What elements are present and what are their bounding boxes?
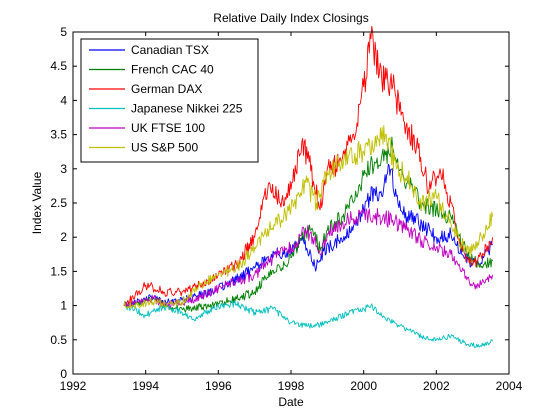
chart-title: Relative Daily Index Closings [213, 11, 368, 25]
legend-label: German DAX [131, 82, 202, 96]
legend-label: UK FTSE 100 [131, 121, 205, 135]
legend-label: Canadian TSX [131, 43, 209, 57]
legend-box [80, 38, 259, 163]
series-line-us-s-p-500 [123, 125, 494, 309]
legend-label: US S&P 500 [131, 141, 198, 155]
series-line-french-cac-40 [123, 136, 493, 313]
legend-label: Japanese Nikkei 225 [131, 102, 243, 116]
x-tick-label: 2000 [350, 379, 377, 393]
series-line-german-dax [123, 26, 494, 308]
x-tick-label: 1996 [205, 379, 232, 393]
y-tick-label: 1 [60, 299, 67, 313]
series-layer [123, 26, 494, 348]
series-line-japanese-nikkei-225 [123, 300, 493, 348]
x-tick-label: 1992 [60, 379, 87, 393]
y-tick-label: 2 [60, 230, 67, 244]
x-tick-label: 2002 [423, 379, 450, 393]
legend-label: French CAC 40 [131, 63, 214, 77]
y-tick-label: 3 [60, 162, 67, 176]
x-tick-label: 1994 [132, 379, 159, 393]
legend: Canadian TSX French CAC 40 German DAX Japan… [80, 38, 259, 163]
y-tick-label: 0 [60, 367, 67, 381]
y-tick-label: 0.5 [50, 333, 67, 347]
x-tick-label: 1998 [278, 379, 305, 393]
series-line-canadian-tsx [123, 163, 493, 308]
y-axis-title: Index Value [30, 171, 44, 234]
y-tick-label: 3.5 [50, 128, 67, 142]
y-tick-label: 4.5 [50, 59, 67, 73]
x-axis-title: Date [278, 395, 304, 409]
y-tick-label: 1.5 [50, 264, 67, 278]
axes-layer: 1992 1994 1996 1998 2000 2002 2004 0 0.5 1 1.5 2 2.5… [50, 25, 522, 393]
y-tick-label: 4 [60, 93, 67, 107]
y-tick-label: 5 [60, 25, 67, 39]
y-tick-label: 2.5 [50, 196, 67, 210]
x-tick-label: 2004 [496, 379, 523, 393]
